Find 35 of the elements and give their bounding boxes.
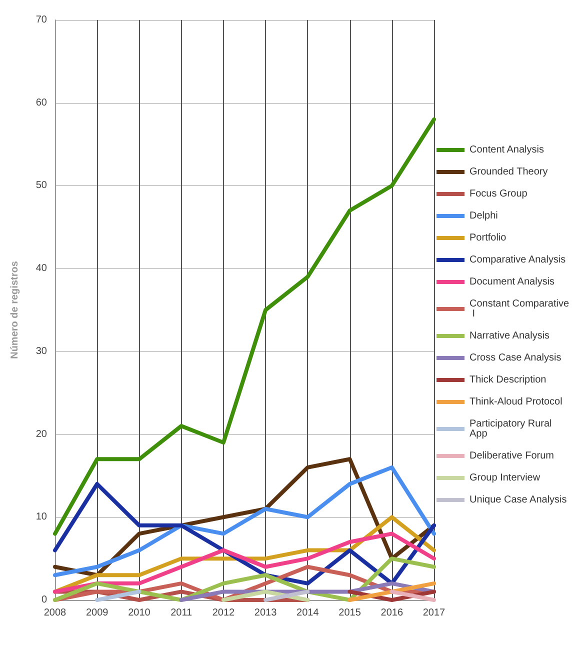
legend-label: Focus Group [470, 188, 528, 200]
legend-label: Constant Comparative I [470, 298, 570, 320]
x-tick-label: 2008 [44, 608, 67, 618]
legend-label: Document Analysis [470, 276, 555, 288]
y-tick-label: 60 [36, 97, 48, 108]
y-tick-label: 70 [36, 14, 48, 26]
x-tick-label: 2013 [254, 608, 278, 618]
y-tick-label: 50 [36, 180, 48, 192]
x-tick-label: 2014 [296, 608, 320, 618]
y-axis-title: Número de registros [10, 260, 20, 359]
legend-label: Content Analysis [470, 144, 544, 156]
legend-label: Grounded Theory [470, 166, 548, 178]
x-tick-label: 2009 [86, 608, 109, 618]
legend-label: Unique Case Analysis [470, 494, 567, 506]
legend-label: Thick Description [470, 374, 546, 386]
x-tick-label: 2010 [128, 608, 151, 618]
legend-label: Think-Aloud Protocol [470, 396, 562, 408]
x-tick-label: 2015 [338, 608, 362, 618]
y-tick-label: 10 [36, 512, 48, 523]
x-tick-label: 2011 [170, 608, 193, 618]
legend-label: Narrative Analysis [470, 330, 550, 342]
y-tick-label: 0 [41, 594, 48, 606]
y-tick-label: 40 [36, 263, 48, 274]
legend-label: Cross Case Analysis [470, 352, 562, 364]
y-tick-label: 30 [36, 346, 48, 357]
y-tick-label: 20 [36, 428, 48, 440]
legend-label: Group Interview [470, 472, 541, 484]
legend-label: Participatory Rural App [470, 418, 555, 440]
x-tick-label: 2012 [212, 608, 236, 618]
legend-label: Portfolio [470, 232, 507, 244]
x-tick-label: 2017 [422, 608, 446, 618]
x-tick-label: 2016 [380, 608, 404, 618]
legend-label: Deliberative Forum [470, 450, 554, 462]
legend-label: Comparative Analysis [470, 254, 566, 266]
legend-label: Delphi [470, 210, 498, 222]
